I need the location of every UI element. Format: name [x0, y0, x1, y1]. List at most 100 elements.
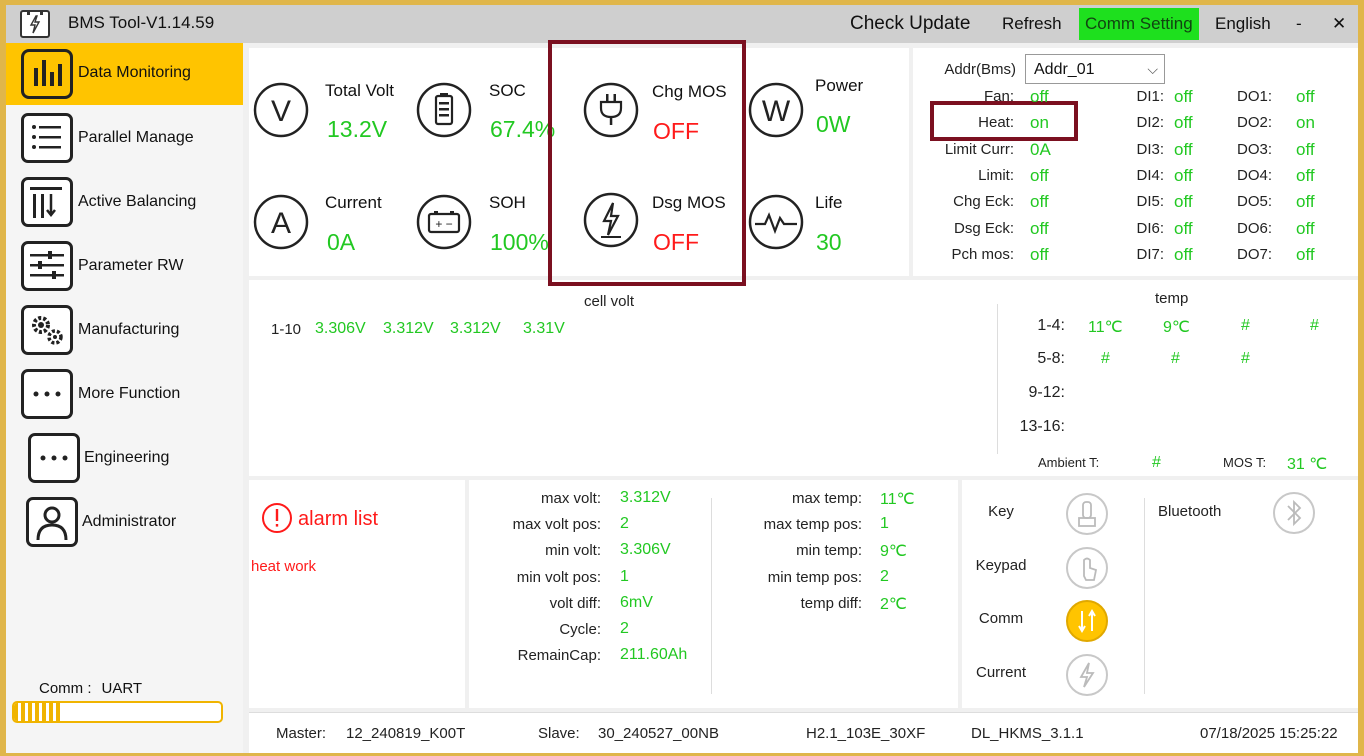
total-volt-value: 13.2V: [327, 116, 388, 142]
stat-value: 211.60Ah: [620, 646, 688, 663]
addr-label: Addr(Bms): [944, 61, 1016, 78]
io-label: Fan:: [983, 88, 1014, 105]
stat-label: min temp:: [796, 542, 862, 559]
refresh-button[interactable]: Refresh: [1002, 14, 1062, 33]
chevron-down-icon: ⌵: [1147, 61, 1158, 77]
cell-volt-4: 3.31V: [523, 320, 565, 337]
hw-version: H2.1_103E_30XF: [806, 725, 926, 742]
app-logo-icon: [20, 10, 50, 38]
current-amp-icon: A: [253, 194, 309, 250]
total-volt-label: Total Volt: [325, 81, 394, 100]
stat-value: 2: [620, 515, 629, 532]
di-label: DI1:: [1136, 88, 1164, 105]
stat-value: 2: [620, 620, 629, 637]
di-label: DI3:: [1136, 141, 1164, 158]
status-footer: Master: 12_240819_K00T Slave: 30_240527_…: [249, 712, 1358, 753]
minimize-button[interactable]: -: [1296, 14, 1302, 33]
title-bar: BMS Tool-V1.14.59 Check Update Refresh C…: [6, 5, 1358, 43]
di-value: off: [1174, 245, 1193, 264]
stat-label: temp diff:: [800, 595, 862, 612]
alarm-panel: alarm list heat work: [249, 480, 465, 708]
svg-text:V: V: [271, 95, 291, 128]
key-icon[interactable]: [1065, 492, 1109, 536]
bluetooth-icon[interactable]: [1272, 491, 1316, 535]
touch-icon[interactable]: [1065, 546, 1109, 590]
sidebar-item-manufacturing[interactable]: Manufacturing: [6, 299, 243, 361]
comm-value: UART: [101, 680, 143, 697]
mos-temp-value: 31 ℃: [1287, 456, 1328, 473]
status-label: Current: [975, 664, 1027, 681]
di-label: DI6:: [1136, 220, 1164, 237]
battery-icon: [416, 82, 472, 138]
stat-value: 2℃: [880, 596, 907, 613]
do-label: DO4:: [1236, 167, 1272, 184]
user-icon: [26, 497, 78, 547]
do-label: DO7:: [1236, 246, 1272, 263]
sidebar-item-administrator[interactable]: Administrator: [6, 491, 243, 553]
stat-label: min volt pos:: [516, 569, 601, 586]
sidebar-item-label: Parameter RW: [78, 257, 184, 274]
stat-value: 3.306V: [620, 541, 671, 558]
stat-label: max volt:: [540, 490, 601, 507]
sidebar-item-label: Manufacturing: [78, 321, 180, 338]
comm-setting-button[interactable]: Comm Setting: [1079, 8, 1199, 40]
current-icon[interactable]: [1065, 653, 1109, 697]
stat-label: max temp pos:: [763, 516, 862, 533]
temp-value: #: [1171, 350, 1180, 367]
soc-label: SOC: [489, 81, 526, 100]
power-value: 0W: [816, 111, 851, 137]
check-update-button[interactable]: Check Update: [850, 13, 971, 34]
cell-row-label: 1-10: [271, 321, 302, 338]
app-window: BMS Tool-V1.14.59 Check Update Refresh C…: [6, 5, 1358, 753]
stat-label: Cycle:: [559, 621, 601, 638]
temp-value: 9℃: [1163, 319, 1190, 336]
stat-value: 3.312V: [620, 489, 671, 506]
addr-select-value: Addr_01: [1034, 61, 1095, 78]
temp-value: #: [1241, 317, 1250, 334]
io-value: off: [1030, 219, 1049, 238]
di-value: off: [1174, 219, 1193, 238]
power-label: Power: [815, 76, 864, 95]
sidebar-item-engineering[interactable]: Engineering: [6, 427, 243, 489]
sidebar-item-more-function[interactable]: More Function: [6, 363, 243, 425]
io-value: on: [1030, 113, 1049, 132]
io-label: Heat:: [978, 114, 1014, 131]
stat-label: min temp pos:: [767, 569, 862, 586]
io-panel: [913, 48, 1358, 276]
soh-label: SOH: [489, 193, 526, 212]
di-value: off: [1174, 113, 1193, 132]
temp-value: 11℃: [1088, 319, 1123, 336]
temp-value: #: [1241, 350, 1250, 367]
comm-label: Comm :: [39, 680, 92, 697]
sidebar-item-label: Data Monitoring: [78, 64, 191, 81]
temp-row-label: 5-8:: [1037, 350, 1065, 367]
di-label: DI4:: [1136, 167, 1164, 184]
di-label: DI7:: [1136, 246, 1164, 263]
ambient-label: Ambient T:: [1038, 455, 1100, 470]
cell-temp-panel: cell volt 1-10 3.306V 3.312V 3.312V 3.31…: [249, 280, 1358, 476]
addr-select[interactable]: Addr_01 ⌵: [1025, 54, 1165, 84]
do-value: off: [1296, 192, 1315, 211]
close-button[interactable]: ✕: [1332, 14, 1347, 33]
sidebar-item-label: Parallel Manage: [78, 129, 194, 146]
di-value: off: [1174, 192, 1193, 211]
alert-icon: [262, 503, 292, 533]
stat-label: volt diff:: [549, 595, 601, 612]
stat-label: RemainCap:: [517, 647, 601, 664]
io-value: off: [1030, 87, 1049, 106]
gauges-panel: V Total Volt 13.2V SOC 67.4% Chg MOS OFF…: [249, 48, 909, 276]
comm-icon[interactable]: [1065, 599, 1109, 643]
soc-value: 67.4%: [490, 116, 556, 142]
gears-icon: [21, 305, 73, 355]
sidebar-item-parallel-manage[interactable]: Parallel Manage: [6, 107, 243, 169]
sidebar-item-data-monitoring[interactable]: Data Monitoring: [6, 43, 243, 105]
comm-status: Comm : UART: [39, 680, 142, 697]
sidebar-item-parameter-rw[interactable]: Parameter RW: [6, 235, 243, 297]
stat-label: max temp:: [791, 490, 862, 507]
temp-row-label: 9-12:: [1028, 384, 1065, 401]
slave-value: 30_240527_00NB: [598, 725, 719, 742]
sidebar-item-active-balancing[interactable]: Active Balancing: [6, 171, 243, 233]
language-button[interactable]: English: [1215, 14, 1271, 33]
stat-value: 2: [880, 568, 889, 585]
stats-panel: [469, 480, 958, 708]
